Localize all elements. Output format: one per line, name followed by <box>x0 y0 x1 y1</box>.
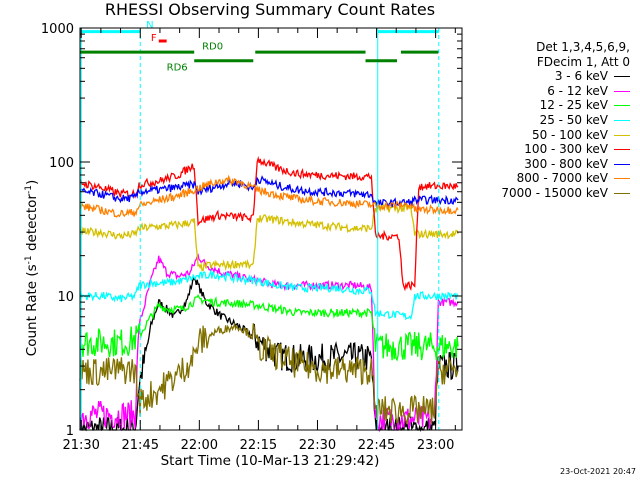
legend-entry-label: 3 - 6 keV <box>554 69 608 84</box>
flag-bars-layer: NF RD0 RD6 <box>80 20 439 74</box>
flag-label-n: N <box>146 20 153 31</box>
series-line-4 <box>79 268 459 321</box>
legend-entry-label: 100 - 300 keV <box>524 142 608 157</box>
legend-entry: 3 - 6 keV <box>501 69 630 84</box>
legend-swatch <box>614 149 630 151</box>
legend-entries: 3 - 6 keV 6 - 12 keV 12 - 25 keV 25 - 50 ke… <box>501 69 630 200</box>
series-line-3 <box>79 294 459 362</box>
plot-frame <box>79 27 463 431</box>
legend-entry-label: 800 - 7000 keV <box>516 171 608 186</box>
legend-entry: 100 - 300 keV <box>501 142 630 157</box>
timestamp: 23-Oct-2021 20:47 <box>560 467 636 476</box>
legend-entry: 25 - 50 keV <box>501 113 630 128</box>
series-line-6 <box>79 155 459 292</box>
x-tick-label: 22:45 <box>358 438 395 453</box>
legend-entry-label: 6 - 12 keV <box>547 83 608 98</box>
legend-header-2: FDecim 1, Att 0 <box>536 54 630 69</box>
legend-entry: 12 - 25 keV <box>501 98 630 113</box>
y-tick-label: 1000 <box>41 22 74 37</box>
legend-swatch <box>614 119 630 121</box>
x-tick-label: 22:30 <box>299 438 336 453</box>
vertical-lines-layer <box>80 28 440 430</box>
legend-swatch <box>614 178 630 180</box>
legend-entry: 6 - 12 keV <box>501 84 630 99</box>
x-tick-label: 21:45 <box>122 438 159 453</box>
legend-entry: 300 - 800 keV <box>501 157 630 172</box>
legend-entry: 50 - 100 keV <box>501 128 630 143</box>
axes-layer: 1 10 100 1000 21:30 21:45 22:00 22:15 22:30 22:45… <box>41 22 463 453</box>
legend-entry-label: 50 - 100 keV <box>531 127 608 142</box>
legend-entry: 7000 - 15000 keV <box>501 186 630 201</box>
svg-text:Count Rate (s-1 detector-1): Count Rate (s-1 detector-1) <box>24 180 40 356</box>
legend-entry-label: 25 - 50 keV <box>539 112 608 127</box>
x-axis-label: Start Time (10-Mar-13 21:29:42) <box>160 453 380 469</box>
x-tick-label: 23:00 <box>417 438 454 453</box>
chart-title: RHESSI Observing Summary Count Rates <box>104 0 436 19</box>
y-tick-label: 1 <box>66 424 74 439</box>
x-tick-label: 21:30 <box>62 438 99 453</box>
legend-entry-label: 300 - 800 keV <box>524 156 608 171</box>
legend-entry-label: 7000 - 15000 keV <box>501 185 608 200</box>
series-line-1 <box>79 276 459 432</box>
y-tick-label: 100 <box>49 156 74 171</box>
series-line-5 <box>79 202 459 272</box>
legend-entry-label: 12 - 25 keV <box>539 98 608 113</box>
series-line-9 <box>79 321 459 425</box>
legend: Det 1,3,4,5,6,9, FDecim 1, Att 0 3 - 6 k… <box>501 40 630 201</box>
legend-swatch <box>614 76 630 78</box>
legend-swatch <box>614 163 630 165</box>
series-layer <box>79 155 459 433</box>
series-line-7 <box>79 175 459 210</box>
flag-label-rd0: RD0 <box>202 42 223 53</box>
y-axis-label: Count Rate (s-1 detector-1) <box>24 180 40 356</box>
legend-header-1: Det 1,3,4,5,6,9, <box>536 40 630 54</box>
x-tick-label: 22:00 <box>181 438 218 453</box>
legend-swatch <box>614 134 630 136</box>
x-tick-label: 22:15 <box>240 438 277 453</box>
legend-swatch <box>614 90 630 92</box>
legend-entry: 800 - 7000 keV <box>501 171 630 186</box>
legend-swatch <box>614 105 630 107</box>
legend-swatch <box>614 192 630 194</box>
y-tick-label: 10 <box>57 290 74 305</box>
flag-label-f: F <box>151 33 157 44</box>
flag-label-rd6: RD6 <box>167 63 188 74</box>
series-line-8 <box>79 174 459 218</box>
